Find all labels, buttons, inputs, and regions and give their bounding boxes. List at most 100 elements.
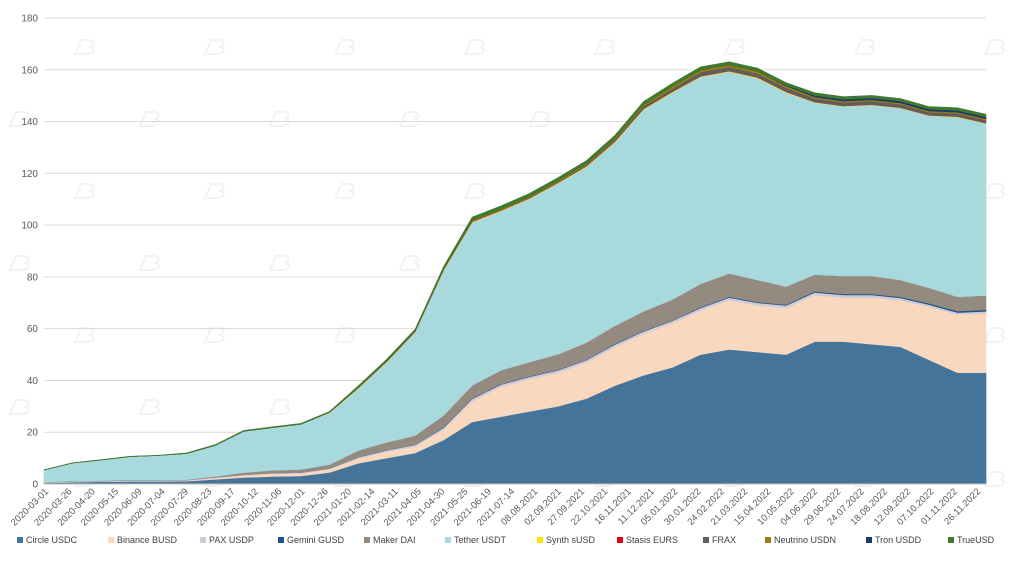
watermark-logo <box>73 183 95 199</box>
watermark-logo-shape <box>853 39 875 55</box>
watermark-logo-shape <box>268 255 290 271</box>
legend-swatch-gemini-gusd <box>278 537 284 543</box>
legend-label-maker-dai: Maker DAI <box>373 535 416 545</box>
watermark-logo-shape <box>983 471 1005 487</box>
watermark-logo-shape <box>333 327 355 343</box>
watermark-logo-shape <box>333 39 355 55</box>
watermark-logo-shape <box>8 111 30 127</box>
watermark-logo <box>138 111 160 127</box>
watermark-logo-shape <box>138 399 160 415</box>
watermark-logo-shape <box>138 111 160 127</box>
legend-swatch-neutrino-usdn <box>765 537 771 543</box>
legend-label-tron-usdd: Tron USDD <box>875 535 922 545</box>
watermark-logo-shape <box>138 255 160 271</box>
legend: Circle USDC Binance BUSD PAX USDP Gemini GU… <box>17 535 995 545</box>
watermark-logo <box>8 255 30 271</box>
watermark-logo <box>983 39 1005 55</box>
watermark-logo <box>983 183 1005 199</box>
watermark-logo <box>983 327 1005 343</box>
watermark-logo-shape <box>398 255 420 271</box>
legend-label-frax: FRAX <box>712 535 736 545</box>
legend-label-circle-usdc: Circle USDC <box>26 535 78 545</box>
watermark-logo <box>398 111 420 127</box>
watermark-logo <box>203 39 225 55</box>
y-tick-label: 140 <box>21 117 38 128</box>
watermark-logo <box>333 183 355 199</box>
area-trueusd <box>43 61 987 471</box>
y-tick-label: 100 <box>21 221 38 232</box>
legend-swatch-pax-usdp <box>200 537 206 543</box>
watermark-logo <box>528 111 550 127</box>
watermark-logo-shape <box>983 39 1005 55</box>
legend-label-synth-susd: Synth sUSD <box>546 535 596 545</box>
watermark-logo-shape <box>333 183 355 199</box>
x-axis-tick-labels: 2020-03-012020-03-262020-04-202020-05-15… <box>9 486 983 528</box>
watermark-logo-shape <box>723 39 745 55</box>
watermark-logo <box>73 39 95 55</box>
watermark-logo-shape <box>203 327 225 343</box>
y-tick-label: 180 <box>21 14 38 25</box>
watermark-logo <box>203 183 225 199</box>
watermark-logo <box>138 255 160 271</box>
area-series-group <box>43 61 987 485</box>
legend-swatch-circle-usdc <box>17 537 23 543</box>
watermark-logo-shape <box>463 39 485 55</box>
y-tick-label: 20 <box>27 428 39 439</box>
watermark-logo-shape <box>983 327 1005 343</box>
legend-label-gemini-gusd: Gemini GUSD <box>287 535 345 545</box>
legend-label-stasis-eurs: Stasis EURS <box>626 535 678 545</box>
watermark-logo <box>398 255 420 271</box>
legend-label-pax-usdp: PAX USDP <box>209 535 254 545</box>
watermark-logo-shape <box>463 183 485 199</box>
watermark-logo <box>8 399 30 415</box>
watermark-logo-shape <box>73 39 95 55</box>
watermark-logo-shape <box>983 183 1005 199</box>
y-tick-label: 0 <box>32 480 38 491</box>
watermark-logo-shape <box>203 183 225 199</box>
watermark-logo-shape <box>593 39 615 55</box>
watermark-logo-shape <box>268 399 290 415</box>
watermark-logo <box>268 111 290 127</box>
watermark-logo <box>333 327 355 343</box>
watermark-logo-shape <box>73 327 95 343</box>
legend-swatch-tether-usdt <box>445 537 451 543</box>
watermark-logo <box>8 111 30 127</box>
legend-label-neutrino-usdn: Neutrino USDN <box>774 535 836 545</box>
legend-label-tether-usdt: Tether USDT <box>454 535 507 545</box>
legend-swatch-stasis-eurs <box>617 537 623 543</box>
y-tick-label: 40 <box>27 376 39 387</box>
watermark-logo <box>723 39 745 55</box>
y-tick-label: 120 <box>21 169 38 180</box>
legend-swatch-frax <box>703 537 709 543</box>
y-tick-label: 80 <box>27 272 39 283</box>
watermark-logo <box>853 39 875 55</box>
watermark-logo <box>463 183 485 199</box>
watermark-logo <box>983 471 1005 487</box>
legend-swatch-trueusd <box>948 537 954 543</box>
legend-swatch-binance-busd <box>108 537 114 543</box>
legend-label-trueusd: TrueUSD <box>957 535 995 545</box>
watermark-logo <box>268 399 290 415</box>
watermark-logo <box>333 39 355 55</box>
y-tick-label: 60 <box>27 324 39 335</box>
y-axis-tick-labels: 0 20 40 60 80 100 120 140 160 180 <box>21 14 38 491</box>
watermark-logo <box>268 255 290 271</box>
y-tick-label: 160 <box>21 65 38 76</box>
watermark-logo <box>463 39 485 55</box>
watermark-logo-shape <box>8 399 30 415</box>
watermark-logo-shape <box>528 111 550 127</box>
watermark-logo-shape <box>8 255 30 271</box>
legend-label-binance-busd: Binance BUSD <box>117 535 178 545</box>
watermark-logo-shape <box>73 183 95 199</box>
watermark-logo <box>138 399 160 415</box>
watermark-logo-shape <box>268 111 290 127</box>
legend-swatch-tron-usdd <box>866 537 872 543</box>
legend-swatch-synth-susd <box>537 537 543 543</box>
watermark-logo <box>593 39 615 55</box>
watermark-logo-shape <box>203 39 225 55</box>
watermark-logo-shape <box>398 111 420 127</box>
legend-swatch-maker-dai <box>364 537 370 543</box>
watermark-logo <box>203 327 225 343</box>
